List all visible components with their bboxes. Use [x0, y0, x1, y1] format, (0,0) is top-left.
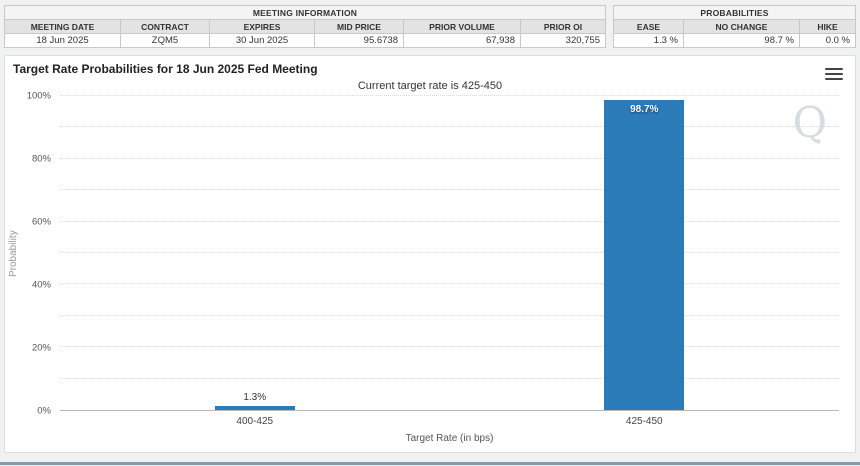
bar-400-425[interactable] — [214, 405, 295, 410]
col-expires: EXPIRES — [209, 19, 315, 34]
quikstrike-q-watermark: Q — [792, 98, 827, 147]
expires-value: 30 Jun 2025 — [209, 33, 315, 48]
ease-value: 1.3 % — [613, 33, 684, 48]
bar-slot-400-425: 1.3% — [214, 96, 295, 410]
top-tables: MEETING INFORMATION MEETING DATE CONTRAC… — [0, 0, 860, 48]
probabilities-headers: EASE NO CHANGE HIKE — [613, 19, 856, 34]
y-tick-0: 0% — [37, 405, 51, 417]
meeting-info-row: 18 Jun 2025 ZQM5 30 Jun 2025 95.6738 67,… — [4, 33, 606, 48]
y-tick-80: 80% — [31, 153, 51, 165]
meeting-date-value: 18 Jun 2025 — [4, 33, 121, 48]
bar-slot-425-450: 98.7% — [604, 96, 685, 410]
y-tick-100: 100% — [26, 90, 51, 102]
bar-425-450[interactable]: 98.7% — [604, 100, 685, 410]
bottom-divider — [0, 462, 860, 465]
probabilities-title: PROBABILITIES — [613, 5, 856, 20]
hamburger-menu-icon[interactable] — [823, 63, 845, 85]
col-contract: CONTRACT — [120, 19, 210, 34]
x-axis-labels: 400-425 425-450 — [60, 416, 839, 430]
probabilities-row: 1.3 % 98.7 % 0.0 % — [613, 33, 856, 48]
y-tick-60: 60% — [31, 216, 51, 228]
col-meeting-date: MEETING DATE — [4, 19, 121, 34]
chart-subtitle: Current target rate is 425-450 — [357, 80, 503, 92]
x-label-400-425: 400-425 — [236, 416, 274, 427]
y-tick-20: 20% — [31, 342, 51, 354]
col-mid-price: MID PRICE — [314, 19, 404, 34]
hike-value: 0.0 % — [799, 33, 856, 48]
bar-label-425-450: 98.7% — [630, 104, 659, 116]
prior-volume-value: 67,938 — [403, 33, 521, 48]
col-no-change: NO CHANGE — [683, 19, 800, 34]
col-prior-volume: PRIOR VOLUME — [403, 19, 521, 34]
y-tick-40: 40% — [31, 279, 51, 291]
contract-value: ZQM5 — [120, 33, 210, 48]
meeting-info-table: MEETING INFORMATION MEETING DATE CONTRAC… — [4, 5, 606, 48]
x-label-425-450: 425-450 — [625, 416, 663, 427]
x-axis-title: Target Rate (in bps) — [405, 433, 494, 444]
prior-oi-value: 320,755 — [520, 33, 606, 48]
y-axis-ticks: 0% 20% 40% 60% 80% 100% — [5, 91, 55, 417]
bar-label-400-425: 1.3% — [243, 391, 267, 403]
chart-title: Target Rate Probabilities for 18 Jun 202… — [13, 62, 318, 76]
col-prior-oi: PRIOR OI — [520, 19, 606, 34]
meeting-info-title: MEETING INFORMATION — [4, 5, 606, 20]
col-hike: HIKE — [799, 19, 856, 34]
col-ease: EASE — [613, 19, 684, 34]
chart-panel: Target Rate Probabilities for 18 Jun 202… — [4, 55, 856, 453]
probabilities-table: PROBABILITIES EASE NO CHANGE HIKE 1.3 % … — [613, 5, 856, 48]
meeting-info-headers: MEETING DATE CONTRACT EXPIRES MID PRICE … — [4, 19, 606, 34]
mid-price-value: 95.6738 — [314, 33, 404, 48]
plot-area: 1.3% 98.7% Q — [60, 95, 839, 411]
no-change-value: 98.7 % — [683, 33, 800, 48]
